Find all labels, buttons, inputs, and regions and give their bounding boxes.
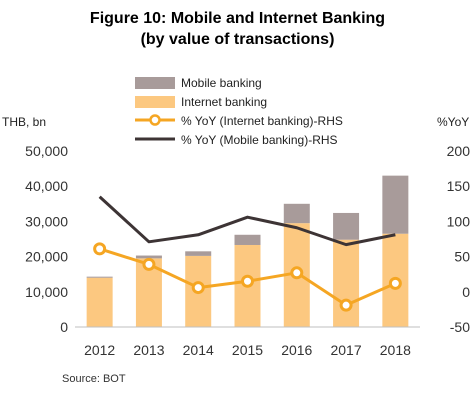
legend-label-yoy-internet: % YoY (Internet banking)-RHS xyxy=(181,114,343,128)
legend-label-mobile-banking: Mobile banking xyxy=(181,76,262,90)
point-yoy-internet-banking xyxy=(142,257,156,271)
legend-swatch-mobile-banking xyxy=(135,77,175,89)
bar-mobile-banking xyxy=(185,251,212,256)
x-axis-tick-label: 2012 xyxy=(84,342,115,358)
x-axis-tick-label: 2013 xyxy=(133,342,164,358)
right-axis-tick-label: 100 xyxy=(447,213,471,229)
left-axis-tick-label: 10,000 xyxy=(25,284,68,300)
left-axis-tick-label: 50,000 xyxy=(25,143,68,159)
point-yoy-internet-banking xyxy=(93,242,107,256)
source-note: Source: BOT xyxy=(62,373,126,385)
x-axis-tick-label: 2017 xyxy=(330,342,361,358)
right-axis-tick-label: 50 xyxy=(454,249,470,265)
right-axis-tick-label: 150 xyxy=(447,178,471,194)
bar-mobile-banking xyxy=(86,276,113,278)
left-axis-tick-label: 40,000 xyxy=(25,178,68,194)
x-axis-tick-label: 2014 xyxy=(183,342,214,358)
legend-label-internet-banking: Internet banking xyxy=(181,95,267,109)
legend-swatch-internet-banking xyxy=(135,96,175,108)
point-yoy-internet-banking xyxy=(290,266,304,280)
bar-internet-banking xyxy=(333,239,360,327)
legend-label-yoy-mobile: % YoY (Mobile banking)-RHS xyxy=(181,133,338,147)
bar-mobile-banking xyxy=(382,175,409,234)
point-yoy-internet-banking xyxy=(388,276,402,290)
left-axis-tick-label: 0 xyxy=(60,319,68,335)
left-axis-unit: THB, bn xyxy=(2,115,47,129)
x-axis-tick-label: 2018 xyxy=(380,342,411,358)
bar-internet-banking xyxy=(86,277,113,327)
chart-title-line-1: Figure 10: Mobile and Internet Banking xyxy=(89,10,386,27)
left-axis-tick-label: 30,000 xyxy=(25,213,68,229)
chart-title: Figure 10: Mobile and Internet Banking (… xyxy=(0,8,475,50)
bar-mobile-banking xyxy=(283,203,310,224)
right-axis-unit: %YoY xyxy=(437,115,470,129)
bar-mobile-banking xyxy=(135,255,162,259)
right-axis-tick-label: 200 xyxy=(447,143,471,159)
right-axis-tick-label: 0 xyxy=(462,284,470,300)
point-yoy-internet-banking xyxy=(339,298,353,312)
line-yoy-mobile-banking xyxy=(98,195,396,247)
x-axis-tick-label: 2015 xyxy=(232,342,263,358)
chart-title-line-2: (by value of transactions) xyxy=(140,31,335,48)
x-axis-tick-label: 2016 xyxy=(281,342,312,358)
right-axis-tick-label: -50 xyxy=(450,319,470,335)
point-yoy-internet-banking xyxy=(241,274,254,288)
legend-marker-yoy-internet xyxy=(149,114,161,126)
point-yoy-internet-banking xyxy=(191,281,205,295)
bar-mobile-banking xyxy=(333,212,360,240)
left-axis-tick-label: 20,000 xyxy=(25,249,68,265)
bar-mobile-banking xyxy=(234,234,261,245)
